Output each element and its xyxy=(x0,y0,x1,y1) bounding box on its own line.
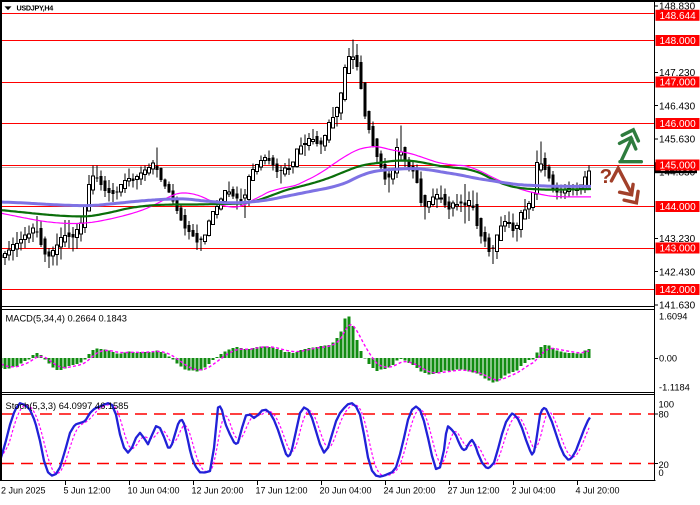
svg-text:144.000: 144.000 xyxy=(660,202,697,213)
svg-text:147.230: 147.230 xyxy=(659,68,696,79)
svg-text:145.630: 145.630 xyxy=(659,135,696,146)
svg-text:24 Jun 20:00: 24 Jun 20:00 xyxy=(384,485,436,495)
svg-text:146.430: 146.430 xyxy=(659,101,696,112)
svg-text:148.000: 148.000 xyxy=(660,36,697,47)
svg-text:?: ? xyxy=(600,165,613,188)
svg-text:148.830: 148.830 xyxy=(659,2,696,13)
svg-text:147.000: 147.000 xyxy=(660,78,697,89)
svg-text:145.000: 145.000 xyxy=(660,161,697,172)
svg-text:2 Jul 04:00: 2 Jul 04:00 xyxy=(512,485,556,495)
svg-text:142.000: 142.000 xyxy=(660,285,697,296)
svg-text:1.6094: 1.6094 xyxy=(659,311,687,321)
svg-text:100: 100 xyxy=(659,400,675,410)
svg-text:10 Jun 04:00: 10 Jun 04:00 xyxy=(128,485,180,495)
svg-text:148.644: 148.644 xyxy=(660,11,697,22)
svg-text:4 Jul 20:00: 4 Jul 20:00 xyxy=(576,485,620,495)
svg-text:Stoch(5,3,3) 64.0997 46.1585: Stoch(5,3,3) 64.0997 46.1585 xyxy=(6,401,129,411)
svg-text:20 Jun 04:00: 20 Jun 04:00 xyxy=(320,485,372,495)
svg-text:27 Jun 12:00: 27 Jun 12:00 xyxy=(448,485,500,495)
svg-text:17 Jun 12:00: 17 Jun 12:00 xyxy=(256,485,308,495)
svg-text:141.630: 141.630 xyxy=(659,301,696,312)
svg-text:0: 0 xyxy=(659,468,664,478)
svg-text:80: 80 xyxy=(659,410,669,420)
svg-text:2 Jun 2025: 2 Jun 2025 xyxy=(1,485,46,495)
svg-text:MACD(5,34,4) 0.2664 0.1843: MACD(5,34,4) 0.2664 0.1843 xyxy=(6,314,127,324)
svg-text:USDJPY,H4: USDJPY,H4 xyxy=(17,3,54,12)
svg-text:143.230: 143.230 xyxy=(659,234,696,245)
svg-text:146.000: 146.000 xyxy=(660,119,697,130)
svg-text:5 Jun 12:00: 5 Jun 12:00 xyxy=(64,485,111,495)
svg-text:-1.1184: -1.1184 xyxy=(659,383,690,393)
svg-text:0.00: 0.00 xyxy=(659,353,677,363)
svg-text:143.000: 143.000 xyxy=(660,244,697,255)
svg-text:20: 20 xyxy=(659,460,669,470)
svg-text:12 Jun 20:00: 12 Jun 20:00 xyxy=(192,485,244,495)
svg-text:142.430: 142.430 xyxy=(659,267,696,278)
